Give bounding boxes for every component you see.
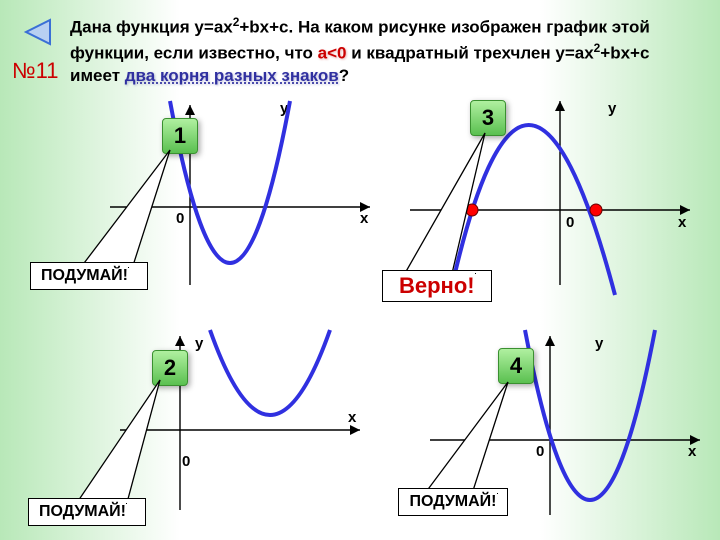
- origin-label: 0: [536, 443, 544, 460]
- callout-correct: Верно!: [382, 270, 492, 302]
- question-text: Дана функция у=ах2+bх+с. На каком рисунк…: [70, 14, 700, 88]
- callout-think-2: ПОДУМАЙ!: [28, 498, 146, 526]
- callout-think-1: ПОДУМАЙ!: [30, 262, 148, 290]
- option-badge-4[interactable]: 4: [498, 348, 534, 384]
- y-axis-label: у: [195, 335, 204, 352]
- root-marker-negative: [466, 204, 478, 216]
- option-badge-1[interactable]: 1: [162, 118, 198, 154]
- origin-label: 0: [176, 210, 184, 227]
- option-badge-2[interactable]: 2: [152, 350, 188, 386]
- callout-think-4: ПОДУМАЙ!: [398, 488, 508, 516]
- chart-2: у х 0: [100, 330, 380, 520]
- x-axis-label: х: [678, 214, 687, 231]
- x-axis-label: х: [348, 409, 357, 426]
- highlight-condition-roots: два корня разных знаков: [125, 66, 339, 85]
- prev-slide-button[interactable]: [22, 18, 54, 46]
- chart-3: у х 0: [410, 95, 690, 285]
- option-badge-3[interactable]: 3: [470, 100, 506, 136]
- x-axis-label: х: [688, 443, 697, 460]
- origin-label: 0: [566, 214, 574, 231]
- highlight-condition-a: а<0: [318, 43, 347, 62]
- origin-label: 0: [182, 453, 190, 470]
- root-marker-positive: [590, 204, 602, 216]
- x-axis-label: х: [360, 210, 369, 227]
- y-axis-label: у: [608, 100, 617, 117]
- y-axis-label: у: [595, 335, 604, 352]
- chart-1: у х 0: [110, 95, 390, 285]
- slide-number: №11: [12, 58, 58, 84]
